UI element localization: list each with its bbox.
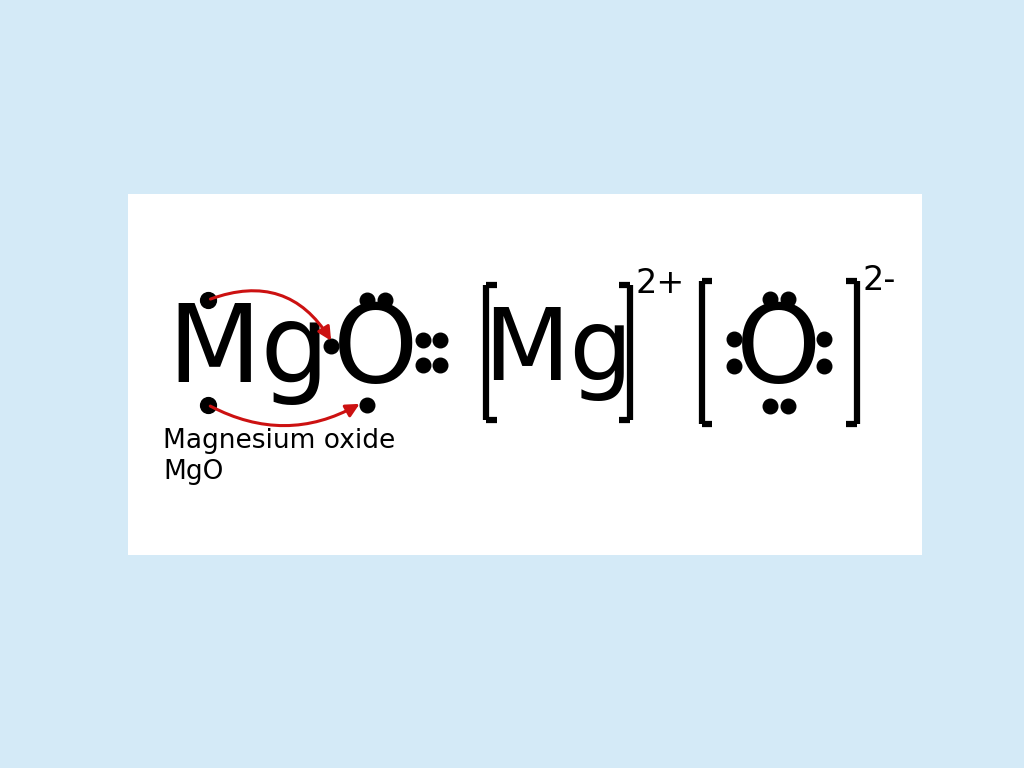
Point [432,334,449,346]
Point [415,359,431,371]
Point [816,333,833,346]
Text: MgO: MgO [163,458,223,485]
FancyBboxPatch shape [128,194,922,554]
Point [415,334,431,346]
FancyArrowPatch shape [210,291,330,338]
Point [762,293,778,305]
Text: Mg: Mg [483,304,633,401]
Point [377,294,393,306]
Text: O: O [334,300,419,406]
Point [780,293,797,305]
Point [323,340,339,353]
Point [726,359,742,372]
Point [762,400,778,412]
Point [432,359,449,371]
Text: Mg: Mg [167,300,330,406]
Text: 2-: 2- [862,264,896,297]
Point [816,359,833,372]
Point [358,399,375,411]
Point [358,294,375,306]
Text: O: O [736,300,821,406]
Text: 2+: 2+ [636,266,685,300]
FancyArrowPatch shape [210,406,356,425]
Point [780,400,797,412]
Point [726,333,742,346]
Point [200,399,216,411]
Point [200,294,216,306]
Text: Magnesium oxide: Magnesium oxide [163,428,395,454]
